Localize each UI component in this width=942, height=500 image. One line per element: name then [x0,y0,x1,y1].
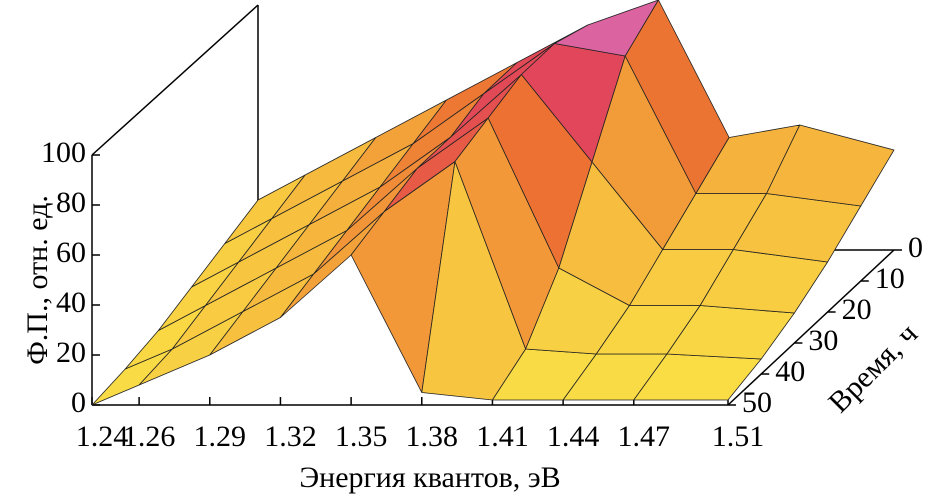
z-tick-label: 0 [908,231,923,264]
x-tick-label: 1.51 [712,420,765,453]
right-bottom-edge [727,249,895,406]
surface-patch [91,348,173,406]
x-tick-label: 1.26 [123,420,176,453]
x-tick-label: 1.32 [264,420,317,453]
x-tick-label: 1.47 [618,420,671,453]
top-left-edge [91,4,259,156]
y-tick-label: 80 [56,186,86,219]
x-tick-label: 1.24 [76,420,129,453]
y-tick-label: 100 [41,136,86,169]
z-tick-label: 20 [842,293,872,326]
y-tick-label: 20 [56,336,86,369]
z-tick-label: 40 [775,355,805,388]
y-tick-label: 0 [71,386,86,419]
x-tick-label: 1.44 [547,420,600,453]
y-axis-label: Ф.П., отн. ед. [21,195,54,365]
z-tick-label: 30 [808,324,838,357]
x-tick-label: 1.29 [194,420,247,453]
x-tick-label: 1.41 [476,420,529,453]
x-tick-label: 1.38 [406,420,459,453]
z-tick-label: 50 [742,386,772,419]
surface-patch [766,124,895,207]
surface-patch [554,0,659,57]
x-axis-label: Энергия квантов, эВ [299,461,560,494]
z-tick-label: 10 [875,262,905,295]
y-tick-label: 40 [56,286,86,319]
y-tick-label: 60 [56,236,86,269]
x-tick-label: 1.35 [335,420,388,453]
